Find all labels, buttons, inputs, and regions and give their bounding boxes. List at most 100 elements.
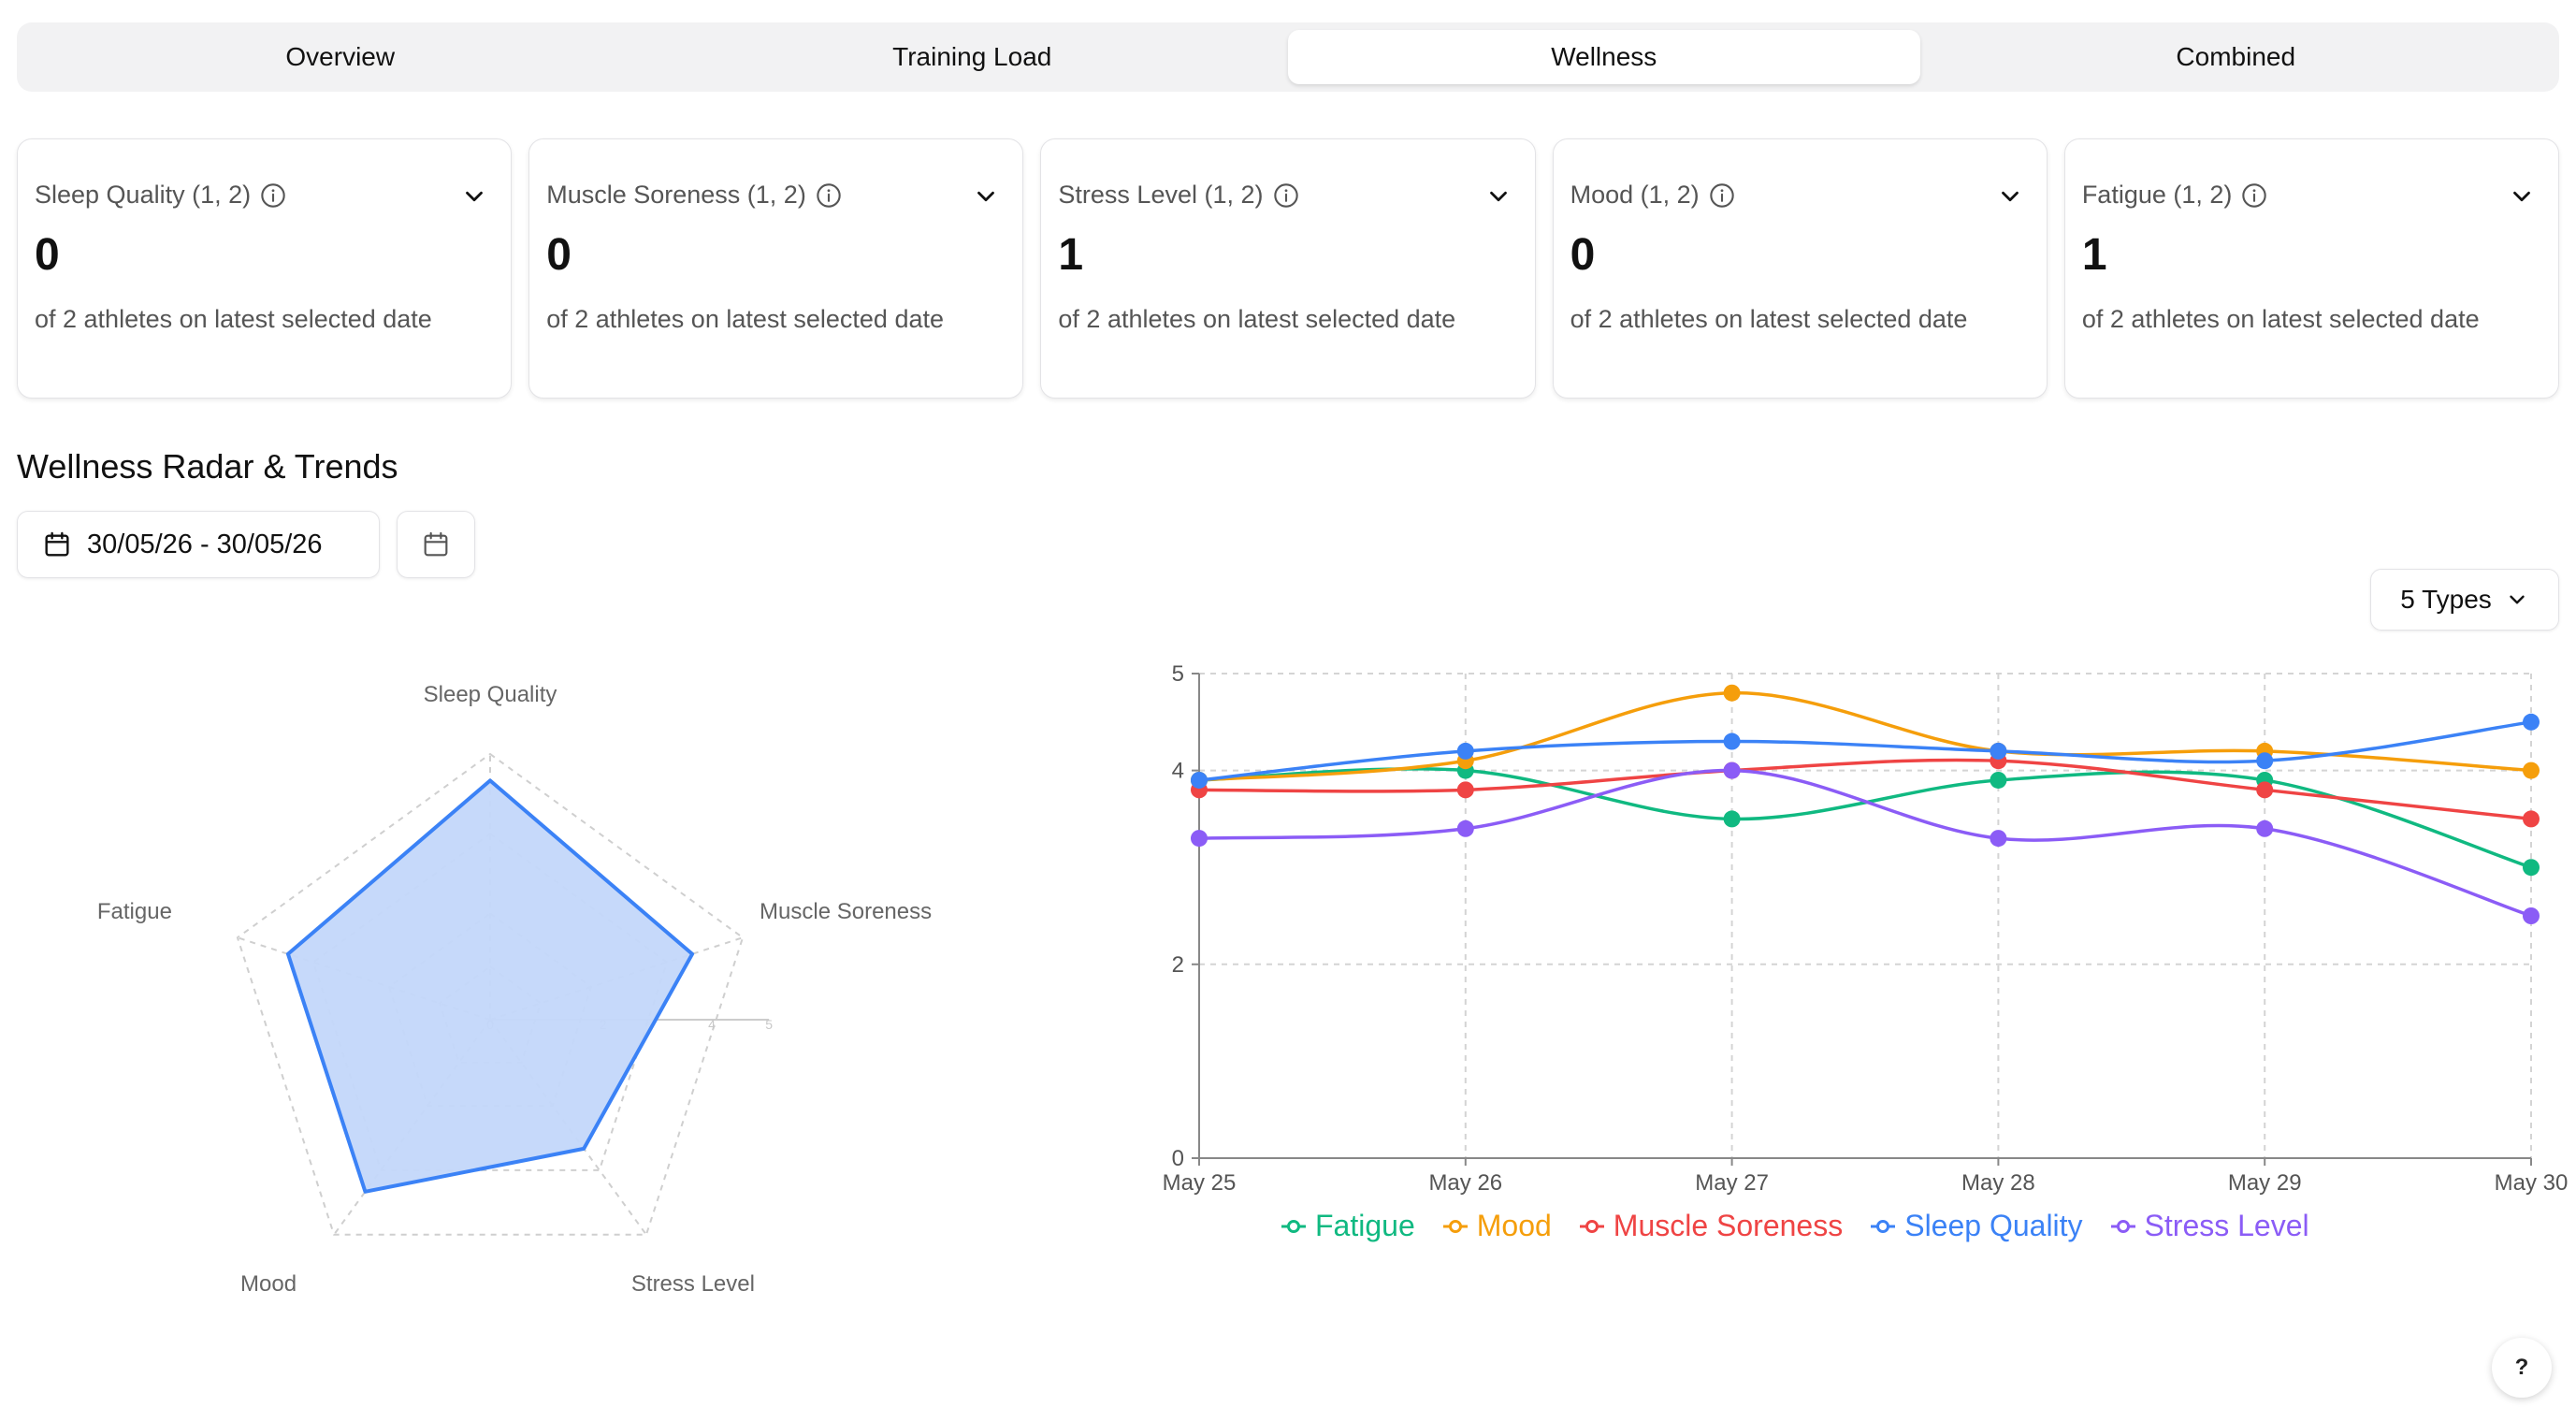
card-title: Sleep Quality (1, 2): [35, 181, 252, 209]
types-selector-label: 5 Types: [2400, 585, 2492, 614]
data-point-mood: [1723, 684, 1741, 702]
chart-legend: Fatigue Mood Muscle Soreness Sleep Quality S…: [1280, 1209, 2309, 1243]
series-line-mood: [1198, 690, 2532, 782]
legend-item[interactable]: Mood: [1441, 1209, 1552, 1243]
card-muscle-soreness: Muscle Soreness (1, 2) 0 of 2 athletes o…: [528, 138, 1024, 399]
data-point-sleep-quality: [2523, 713, 2540, 731]
legend-label: Sleep Quality: [1904, 1209, 2083, 1242]
info-icon[interactable]: [1709, 182, 1735, 209]
radar-data-area: [285, 778, 695, 1194]
legend-line-marker-icon: [1871, 1219, 1896, 1233]
calendar-picker-button[interactable]: [397, 511, 475, 578]
data-point-stress-level: [2523, 907, 2540, 924]
radar-axis-label: Muscle Soreness: [760, 899, 932, 924]
card-value: 1: [2081, 230, 2107, 280]
data-point-muscle-soreness: [2523, 810, 2540, 828]
card-value: 0: [1570, 230, 1596, 280]
x-tick-label: May 25: [1163, 1170, 1237, 1196]
card-stress-level: Stress Level (1, 2) 1 of 2 athletes on l…: [1040, 138, 1536, 399]
series-line-fatigue: [1198, 767, 2532, 869]
radar-axis-label: Stress Level: [631, 1271, 755, 1297]
card-value: 0: [546, 230, 572, 280]
legend-label: Muscle Soreness: [1613, 1209, 1844, 1242]
series-line-sleep-quality: [1198, 720, 2532, 782]
info-icon[interactable]: [1273, 182, 1299, 209]
y-tick-label: 2: [1172, 952, 1184, 978]
chevron-down-icon: [2510, 595, 2525, 604]
tab-combined[interactable]: Combined: [2176, 42, 2296, 71]
data-point-mood: [2523, 762, 2540, 779]
tab-training-load[interactable]: Training Load: [892, 42, 1052, 71]
card-description: of 2 athletes on latest selected date: [1570, 305, 1968, 333]
series-line-muscle-soreness: [1198, 758, 2532, 821]
legend-item[interactable]: Sleep Quality: [1869, 1209, 2083, 1243]
card-description: of 2 athletes on latest selected date: [1058, 305, 1456, 333]
y-tick-label: 4: [1172, 759, 1184, 784]
legend-label: Mood: [1476, 1209, 1552, 1242]
info-icon[interactable]: [2241, 182, 2267, 209]
legend-item[interactable]: Muscle Soreness: [1578, 1209, 1843, 1243]
chevron-down-icon[interactable]: [2508, 182, 2536, 210]
info-icon[interactable]: [816, 182, 842, 209]
radar-tick-label: 5: [765, 1017, 773, 1032]
x-tick-label: May 29: [2228, 1170, 2302, 1196]
date-range-button[interactable]: 30/05/26 - 30/05/26: [17, 511, 380, 578]
card-title: Stress Level (1, 2): [1058, 181, 1264, 209]
data-point-sleep-quality: [1723, 733, 1741, 750]
data-point-fatigue: [1723, 810, 1741, 828]
data-point-sleep-quality: [1456, 742, 1474, 760]
info-icon[interactable]: [260, 182, 286, 209]
help-button[interactable]: ?: [2492, 1338, 2552, 1398]
types-selector[interactable]: 5 Types: [2370, 569, 2559, 631]
card-value: 0: [35, 230, 60, 280]
tab-bar: Overview Training Load Wellness Combined: [17, 22, 2559, 92]
card-description: of 2 athletes on latest selected date: [2081, 305, 2480, 333]
radar-grid-ring: [236, 752, 745, 1236]
x-tick-label: May 28: [1961, 1170, 2035, 1196]
data-point-stress-level: [2256, 820, 2274, 837]
legend-line-marker-icon: [1442, 1219, 1468, 1233]
wellness-summary-cards: Sleep Quality (1, 2) 0 of 2 athletes on …: [17, 138, 2560, 399]
calendar-icon: [45, 531, 69, 557]
legend-item[interactable]: Stress Level: [2109, 1209, 2309, 1243]
data-point-stress-level: [1990, 830, 2007, 848]
data-point-fatigue: [2523, 859, 2540, 877]
radar-axis-label: Fatigue: [97, 899, 172, 924]
tab-wellness[interactable]: Wellness: [1288, 30, 1920, 84]
card-sleep-quality: Sleep Quality (1, 2) 0 of 2 athletes on …: [17, 138, 513, 399]
card-title: Muscle Soreness (1, 2): [546, 181, 806, 209]
date-range-label: 30/05/26 - 30/05/26: [87, 529, 323, 559]
legend-line-marker-icon: [1579, 1219, 1604, 1233]
card-value: 1: [1058, 230, 1084, 280]
card-fatigue: Fatigue (1, 2) 1 of 2 athletes on latest…: [2063, 138, 2560, 399]
data-point-sleep-quality: [2256, 752, 2274, 770]
radar-axis-label: Sleep Quality: [424, 682, 557, 707]
data-point-sleep-quality: [1990, 742, 2007, 760]
data-point-stress-level: [1723, 762, 1741, 779]
section-title: Wellness Radar & Trends: [17, 447, 398, 486]
calendar-icon: [424, 531, 448, 557]
data-point-stress-level: [1191, 830, 1208, 848]
y-tick-label: 0: [1172, 1146, 1184, 1171]
data-point-sleep-quality: [1191, 771, 1208, 789]
data-point-muscle-soreness: [2256, 781, 2274, 799]
data-point-muscle-soreness: [1456, 781, 1474, 799]
chevron-down-icon[interactable]: [1484, 182, 1512, 210]
tab-overview[interactable]: Overview: [285, 42, 396, 71]
x-tick-label: May 30: [2495, 1170, 2569, 1196]
chevron-down-icon[interactable]: [1996, 182, 2024, 210]
wellness-trend-chart: 0 2 4 5 May 25 May 26 May 27 May 28 May 29 May 30: [1163, 661, 2569, 1196]
legend-line-marker-icon: [1281, 1219, 1306, 1233]
y-tick-label: 5: [1172, 661, 1184, 687]
chevron-down-icon[interactable]: [460, 182, 488, 210]
legend-item[interactable]: Fatigue: [1280, 1209, 1415, 1243]
radar-tick-label: 4: [708, 1017, 716, 1032]
series-line-stress-level: [1198, 768, 2532, 918]
x-tick-label: May 27: [1695, 1170, 1769, 1196]
chevron-down-icon[interactable]: [972, 182, 1000, 210]
card-title: Mood (1, 2): [1570, 181, 1700, 209]
card-description: of 2 athletes on latest selected date: [546, 305, 944, 333]
card-mood: Mood (1, 2) 0 of 2 athletes on latest se…: [1552, 138, 2048, 399]
legend-line-marker-icon: [2110, 1219, 2135, 1233]
